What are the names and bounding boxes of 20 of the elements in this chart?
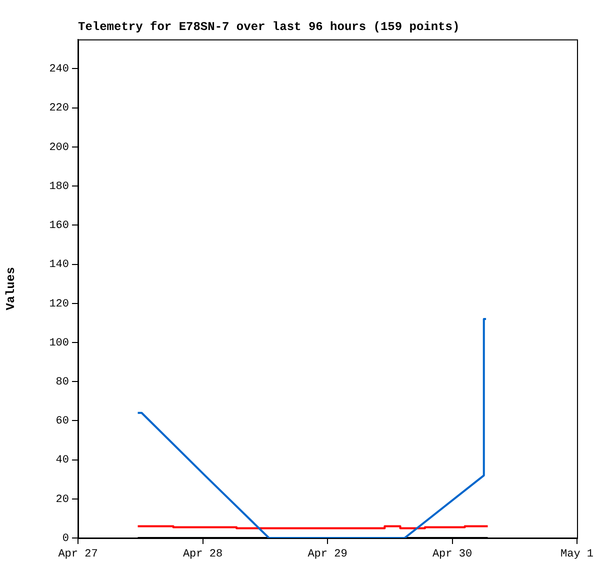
y-axis-title: Values (4, 267, 18, 310)
x-tick-label: Apr 29 (308, 548, 348, 561)
x-tick-label: Apr 28 (182, 548, 223, 561)
y-tick-label: 240 (49, 64, 69, 76)
y-tick-label: 220 (49, 102, 69, 115)
x-tick-label: May 1 (560, 548, 594, 561)
y-tick-label: 100 (49, 337, 69, 350)
y-tick-label: 180 (49, 180, 69, 193)
x-tick-label: Apr 27 (58, 548, 98, 561)
y-tick-label: 120 (49, 298, 69, 310)
y-tick-label: 20 (56, 494, 69, 506)
y-tick-label: 60 (56, 416, 69, 428)
x-tick-label: Apr 30 (432, 548, 472, 561)
chart-title: Telemetry for E78SN-7 over last 96 hours (159 points) (78, 20, 460, 34)
y-tick-label: 40 (56, 454, 69, 467)
y-tick-label: 140 (49, 259, 69, 272)
y-tick-label: 200 (49, 142, 69, 154)
y-tick-label: 80 (56, 376, 69, 388)
y-tick-label: 0 (62, 532, 69, 545)
y-tick-label: 160 (49, 220, 69, 232)
